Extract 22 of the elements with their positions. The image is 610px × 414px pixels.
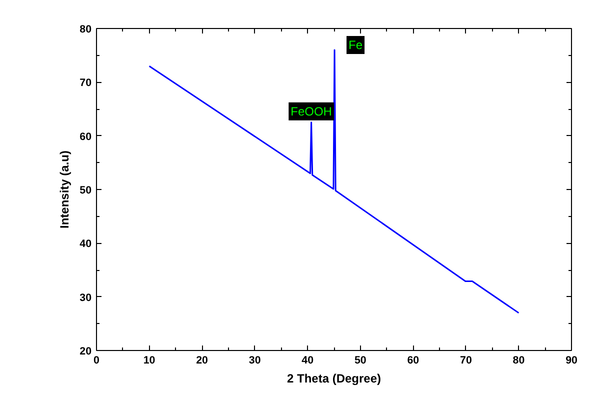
x-tick-label: 30	[248, 354, 261, 366]
x-axis-title: 2 Theta (Degree)	[286, 372, 382, 386]
x-tick-label: 10	[143, 354, 156, 366]
x-tick-label: 70	[460, 354, 472, 366]
x-tick-label: 0	[94, 354, 100, 366]
y-tick-label: 70	[80, 77, 92, 90]
x-tick-label: 40	[302, 354, 314, 366]
y-axis-title: Intensity (a.u)	[58, 150, 72, 229]
x-tick-label: 80	[512, 354, 525, 366]
y-tick-label: 20	[80, 346, 92, 358]
y-tick-label: 40	[80, 238, 92, 250]
line-series	[148, 49, 520, 314]
annotation: FeOOH	[290, 104, 332, 118]
y-tick-label: 60	[80, 130, 92, 143]
x-tick-label: 90	[566, 354, 578, 366]
y-tick-label: 30	[80, 292, 92, 304]
annotation: Fe	[348, 38, 363, 52]
y-tick-label: 80	[80, 24, 92, 36]
x-tick-label: 60	[407, 354, 420, 366]
x-tick-label: 20	[196, 354, 208, 366]
y-tick-label: 50	[80, 184, 92, 196]
x-tick-label: 50	[354, 354, 366, 366]
